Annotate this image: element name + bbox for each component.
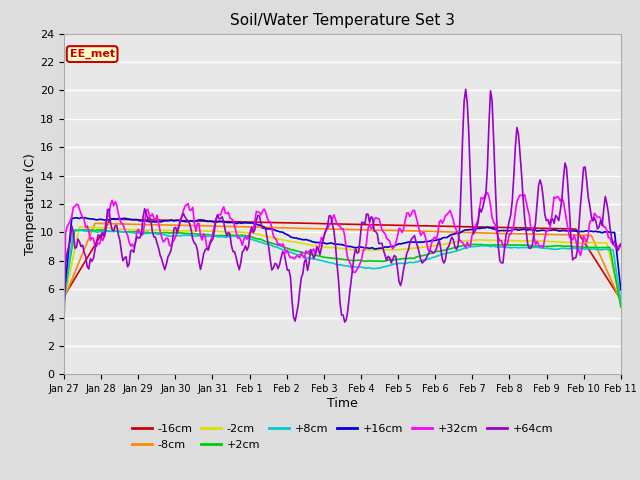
+8cm (617, 299, 625, 304)
+64cm (244, 243, 252, 249)
Y-axis label: Temperature (C): Temperature (C) (24, 153, 37, 255)
-16cm (255, 219, 263, 225)
-2cm (255, 232, 263, 238)
+64cm (462, 86, 470, 92)
+64cm (341, 319, 349, 325)
-2cm (130, 227, 138, 233)
+32cm (244, 232, 252, 238)
+8cm (588, 246, 595, 252)
-8cm (93, 220, 100, 226)
+2cm (305, 251, 313, 257)
+64cm (617, 242, 625, 248)
-8cm (228, 224, 236, 229)
+16cm (60, 293, 68, 299)
-16cm (305, 220, 313, 226)
-16cm (130, 216, 138, 222)
Line: +32cm: +32cm (64, 192, 621, 308)
-2cm (228, 229, 236, 235)
+8cm (305, 255, 313, 261)
+32cm (60, 305, 68, 311)
+64cm (589, 218, 596, 224)
+2cm (617, 304, 625, 310)
+8cm (130, 230, 138, 236)
-8cm (246, 224, 254, 230)
Line: -8cm: -8cm (64, 223, 621, 301)
-2cm (60, 298, 68, 303)
+16cm (588, 228, 595, 234)
+2cm (255, 236, 263, 242)
+8cm (60, 300, 68, 306)
+64cm (226, 231, 234, 237)
+8cm (228, 233, 236, 239)
Line: +2cm: +2cm (64, 230, 621, 307)
+32cm (303, 250, 311, 255)
-8cm (305, 226, 313, 231)
+64cm (254, 213, 262, 218)
+2cm (130, 229, 138, 235)
+16cm (255, 222, 263, 228)
-8cm (60, 296, 68, 301)
+32cm (129, 241, 136, 247)
-8cm (255, 224, 263, 230)
+2cm (228, 232, 236, 238)
-16cm (228, 219, 236, 225)
Text: EE_met: EE_met (70, 49, 115, 59)
Line: -16cm: -16cm (64, 219, 621, 300)
+16cm (617, 287, 625, 293)
-2cm (588, 240, 595, 245)
Line: +16cm: +16cm (64, 217, 621, 296)
-16cm (60, 294, 68, 300)
+32cm (617, 241, 625, 247)
-8cm (617, 299, 625, 304)
-2cm (617, 300, 625, 305)
+16cm (228, 219, 236, 225)
+2cm (60, 295, 68, 300)
+64cm (129, 247, 136, 253)
+32cm (226, 215, 234, 221)
Line: -2cm: -2cm (64, 227, 621, 302)
-16cm (246, 219, 254, 225)
+16cm (77, 215, 85, 220)
+32cm (588, 217, 595, 223)
-2cm (76, 224, 83, 230)
-8cm (588, 233, 595, 239)
+2cm (79, 227, 86, 233)
Legend: -16cm, -8cm, -2cm, +2cm, +8cm, +16cm, +32cm, +64cm: -16cm, -8cm, -2cm, +2cm, +8cm, +16cm, +3… (132, 424, 553, 450)
+2cm (246, 234, 254, 240)
+16cm (130, 217, 138, 223)
-16cm (617, 297, 625, 302)
+16cm (305, 238, 313, 243)
-8cm (130, 221, 138, 227)
Line: +64cm: +64cm (64, 89, 621, 322)
-16cm (588, 251, 595, 256)
+8cm (246, 236, 254, 242)
X-axis label: Time: Time (327, 397, 358, 410)
-2cm (305, 242, 313, 248)
+32cm (254, 209, 262, 215)
-16cm (107, 216, 115, 222)
+2cm (588, 245, 595, 251)
-2cm (246, 230, 254, 236)
+8cm (74, 228, 82, 233)
+32cm (482, 190, 490, 195)
Line: +8cm: +8cm (64, 230, 621, 303)
Title: Soil/Water Temperature Set 3: Soil/Water Temperature Set 3 (230, 13, 455, 28)
+8cm (255, 239, 263, 245)
+16cm (246, 220, 254, 226)
+64cm (60, 318, 68, 324)
+64cm (303, 267, 311, 273)
